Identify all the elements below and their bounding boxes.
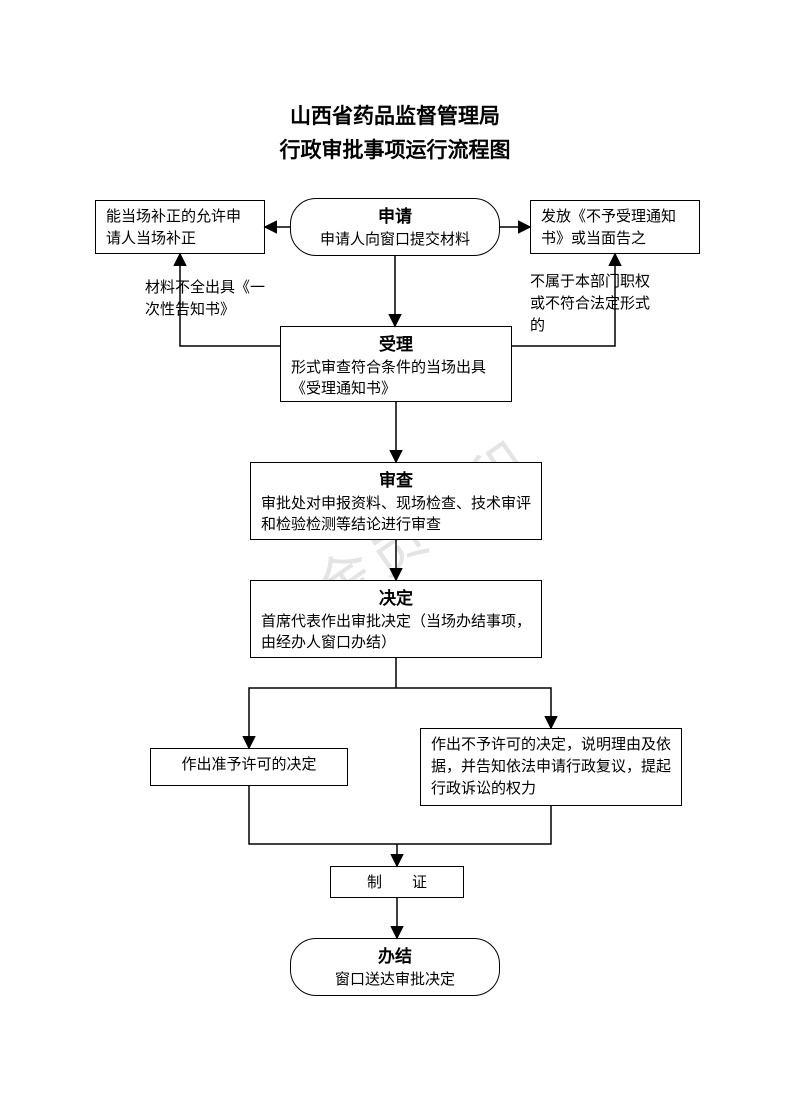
node-left-correction: 能当场补正的允许申请人当场补正 bbox=[95, 200, 265, 254]
node-review-body: 审批处对申报资料、现场检查、技术审评和检验检测等结论进行审查 bbox=[261, 496, 531, 534]
title-line-2: 行政审批事项运行流程图 bbox=[0, 134, 790, 164]
node-right-rejectnotice-body: 发放《不予受理通知书》或当面告之 bbox=[541, 209, 676, 247]
node-decide-body: 首席代表作出审批决定（当场办结事项，由经办人窗口办结） bbox=[261, 614, 531, 652]
node-review-hdr: 审查 bbox=[261, 469, 531, 494]
node-review: 审查 审批处对申报资料、现场检查、技术审评和检验检测等结论进行审查 bbox=[250, 462, 542, 540]
edge-label-notdept: 不属于本部门职权或不符合法定形式的 bbox=[530, 272, 660, 337]
node-right-rejectnotice: 发放《不予受理通知书》或当面告之 bbox=[530, 200, 700, 254]
node-accept-hdr: 受理 bbox=[291, 333, 501, 358]
node-permit-no: 作出不予许可的决定，说明理由及依据，并告知依法申请行政复议，提起行政诉讼的权力 bbox=[420, 728, 682, 806]
node-permit-yes-body: 作出准予许可的决定 bbox=[181, 757, 316, 773]
node-decide-hdr: 决定 bbox=[261, 587, 531, 612]
node-done-body: 窗口送达审批决定 bbox=[335, 972, 455, 988]
node-apply: 申请 申请人向窗口提交材料 bbox=[290, 198, 500, 256]
node-apply-body: 申请人向窗口提交材料 bbox=[320, 232, 470, 248]
node-decide: 决定 首席代表作出审批决定（当场办结事项，由经办人窗口办结） bbox=[250, 580, 542, 658]
node-permit-yes: 作出准予许可的决定 bbox=[150, 748, 348, 786]
title-line-1: 山西省药品监督管理局 bbox=[0, 100, 790, 130]
node-cert-body: 制 证 bbox=[367, 875, 427, 891]
node-accept-body: 形式审查符合条件的当场出具《受理通知书》 bbox=[291, 360, 486, 398]
node-accept: 受理 形式审查符合条件的当场出具《受理通知书》 bbox=[280, 326, 512, 402]
node-done: 办结 窗口送达审批决定 bbox=[290, 938, 500, 996]
node-permit-no-body: 作出不予许可的决定，说明理由及依据，并告知依法申请行政复议，提起行政诉讼的权力 bbox=[431, 737, 671, 797]
node-apply-hdr: 申请 bbox=[301, 205, 489, 230]
node-left-correction-body: 能当场补正的允许申请人当场补正 bbox=[106, 209, 241, 247]
node-done-hdr: 办结 bbox=[301, 945, 489, 970]
node-cert: 制 证 bbox=[330, 866, 464, 898]
edge-label-incomplete: 材料不全出具《一次性告知书》 bbox=[145, 278, 275, 322]
